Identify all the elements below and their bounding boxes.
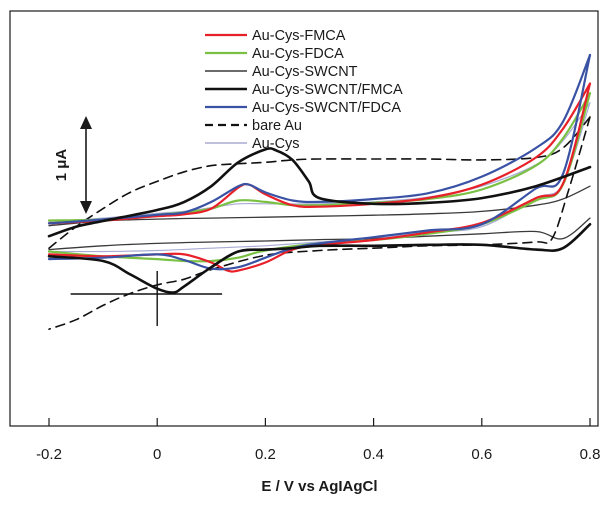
legend-label: Au-Cys-FMCA <box>252 28 346 44</box>
legend-label: Au-Cys-SWCNT/FMCA <box>252 82 403 98</box>
series-bare-au-anodic-curve <box>48 116 591 249</box>
series-au-cys-anodic-curve <box>48 102 591 223</box>
legend-label: bare Au <box>252 118 302 134</box>
scale-bar-label: 1 μA <box>53 149 70 182</box>
x-tick-label: 0.6 <box>471 446 492 463</box>
x-axis-label: E / V vs AgIAgCl <box>261 478 377 495</box>
legend-label: Au-Cys <box>252 136 300 152</box>
x-tick-label: 0.4 <box>363 446 384 463</box>
series-bare-au-cathodic-curve <box>48 116 591 330</box>
series-au-cys-fmca-anodic-curve <box>47 82 592 225</box>
x-tick-label: -0.2 <box>36 446 62 463</box>
x-tick-label: 0.2 <box>255 446 276 463</box>
legend-label: Au-Cys-FDCA <box>252 46 344 62</box>
x-tick-label: 0 <box>153 446 161 463</box>
series-au-cys-swcnt-anodic-curve <box>48 185 591 227</box>
legend: Au-Cys-FMCA Au-Cys-FDCA Au-Cys-SWCNT Au-Cys… <box>205 28 403 152</box>
series-au-cys-swcnt-fmca-anodic-curve <box>47 147 592 238</box>
scale-bar-arrow-up-icon <box>80 116 92 129</box>
x-tick-label: 0.8 <box>580 446 601 463</box>
series-au-cys-fmca-cathodic-curve <box>47 82 592 273</box>
plot-frame <box>9 10 599 427</box>
x-axis-ticks: -0.2 0 0.2 0.4 0.6 0.8 <box>36 418 600 463</box>
legend-label: Au-Cys-SWCNT/FDCA <box>252 100 401 116</box>
scale-bar-arrow-down-icon <box>80 201 92 214</box>
curves-layer <box>47 53 592 330</box>
series-au-cys-swcnt-fdca-anodic-curve <box>47 53 592 225</box>
series-au-cys-swcnt-fmca-cathodic-curve <box>47 223 592 294</box>
current-scale-bar: 1 μA <box>53 116 92 214</box>
legend-label: Au-Cys-SWCNT <box>252 64 358 80</box>
